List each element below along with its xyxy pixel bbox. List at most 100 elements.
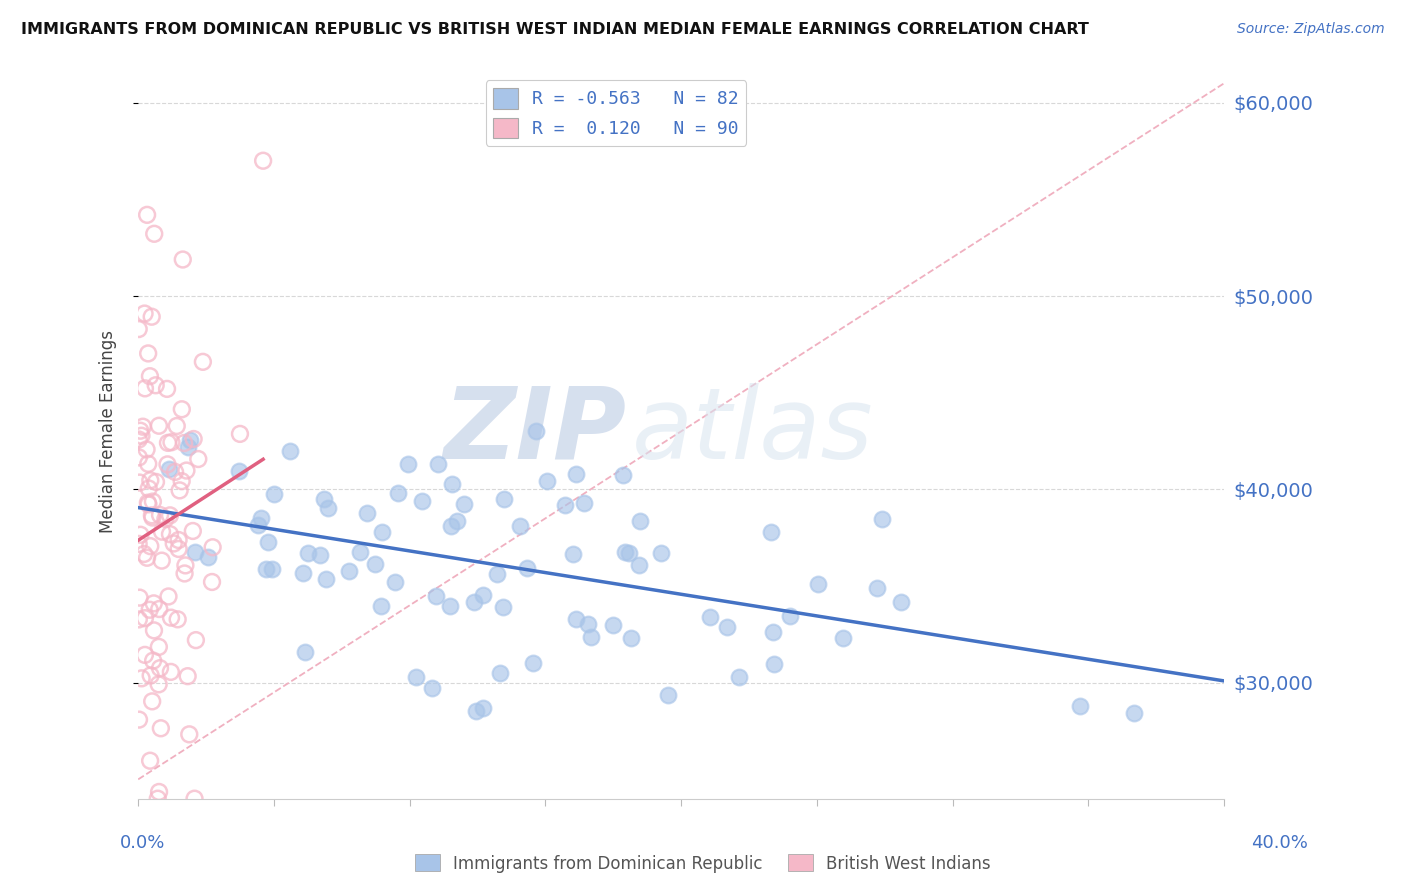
Point: [254, 562, 277, 576]
Point: [229, 426, 252, 441]
Text: 40.0%: 40.0%: [1251, 834, 1308, 852]
Point: [148, 640, 170, 654]
Point: [146, 791, 169, 805]
Legend: R = -0.563   N = 82, R =  0.120   N = 90: R = -0.563 N = 82, R = 0.120 N = 90: [485, 80, 747, 145]
Point: [132, 419, 155, 434]
Point: [579, 630, 602, 644]
Point: [174, 558, 197, 573]
Point: [446, 514, 468, 528]
Point: [465, 704, 488, 718]
Y-axis label: Median Female Earnings: Median Female Earnings: [100, 330, 117, 533]
Point: [149, 721, 172, 735]
Point: [657, 688, 679, 702]
Point: [135, 442, 157, 457]
Point: [440, 518, 463, 533]
Point: [141, 310, 163, 324]
Point: [405, 670, 427, 684]
Point: [128, 591, 150, 605]
Point: [142, 654, 165, 668]
Text: ZIP: ZIP: [444, 383, 627, 480]
Point: [831, 632, 853, 646]
Point: [142, 596, 165, 610]
Point: [128, 322, 150, 336]
Point: [576, 617, 599, 632]
Point: [425, 589, 447, 603]
Point: [536, 474, 558, 488]
Point: [371, 524, 394, 539]
Point: [308, 549, 330, 563]
Point: [485, 566, 508, 581]
Point: [574, 496, 596, 510]
Point: [173, 436, 195, 450]
Point: [184, 545, 207, 559]
Point: [176, 464, 198, 478]
Point: [136, 346, 159, 360]
Point: [807, 577, 830, 591]
Point: [779, 609, 801, 624]
Point: [297, 546, 319, 560]
Point: [865, 582, 887, 596]
Point: [139, 668, 162, 682]
Point: [316, 500, 339, 515]
Point: [565, 467, 588, 481]
Point: [128, 433, 150, 447]
Point: [170, 474, 193, 488]
Point: [387, 486, 409, 500]
Point: [157, 462, 180, 476]
Point: [134, 307, 156, 321]
Point: [139, 539, 162, 553]
Point: [139, 369, 162, 384]
Point: [160, 665, 183, 679]
Point: [136, 550, 159, 565]
Point: [650, 546, 672, 560]
Point: [509, 519, 531, 533]
Point: [278, 444, 301, 458]
Point: [617, 546, 640, 560]
Point: [471, 588, 494, 602]
Point: [150, 554, 173, 568]
Point: [167, 533, 190, 547]
Point: [184, 633, 207, 648]
Point: [628, 514, 651, 528]
Point: [128, 713, 150, 727]
Point: [1069, 698, 1091, 713]
Point: [131, 671, 153, 685]
Point: [148, 418, 170, 433]
Point: [728, 670, 751, 684]
Point: [128, 475, 150, 490]
Point: [166, 419, 188, 434]
Point: [554, 498, 576, 512]
Point: [142, 494, 165, 508]
Point: [427, 457, 450, 471]
Point: [149, 508, 172, 522]
Point: [453, 497, 475, 511]
Point: [179, 433, 201, 447]
Point: [197, 549, 219, 564]
Point: [562, 548, 585, 562]
Point: [167, 541, 190, 556]
Point: [524, 425, 547, 439]
Point: [183, 432, 205, 446]
Point: [439, 599, 461, 613]
Point: [172, 252, 194, 267]
Point: [1122, 706, 1144, 720]
Point: [349, 544, 371, 558]
Point: [159, 508, 181, 523]
Text: 0.0%: 0.0%: [120, 834, 165, 852]
Point: [396, 457, 419, 471]
Point: [522, 656, 544, 670]
Point: [148, 602, 170, 616]
Point: [136, 457, 159, 471]
Point: [441, 477, 464, 491]
Point: [370, 599, 392, 613]
Point: [128, 450, 150, 465]
Point: [145, 378, 167, 392]
Point: [149, 661, 172, 675]
Point: [294, 645, 316, 659]
Point: [136, 496, 159, 510]
Point: [246, 517, 269, 532]
Point: [356, 506, 378, 520]
Point: [716, 620, 738, 634]
Point: [141, 694, 163, 708]
Point: [759, 524, 782, 539]
